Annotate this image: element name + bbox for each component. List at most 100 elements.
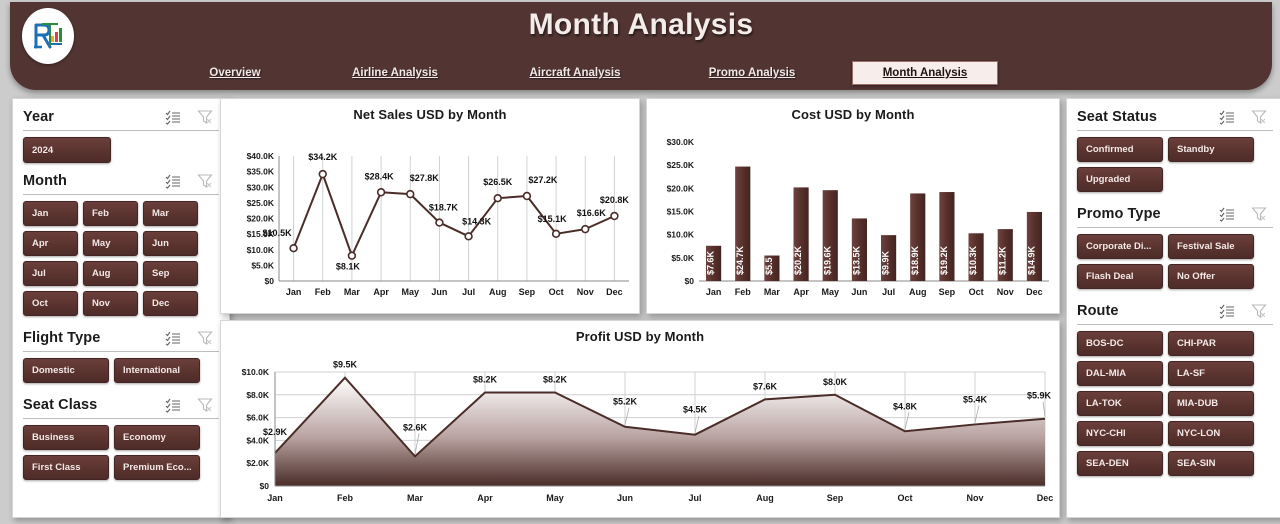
chip-seat-status-confirmed[interactable]: Confirmed (1077, 137, 1163, 162)
clear-filter-icon[interactable] (197, 397, 213, 413)
svg-text:$18.9K: $18.9K (910, 245, 920, 275)
svg-text:$18.7K: $18.7K (429, 203, 459, 213)
clear-filter-icon[interactable] (197, 330, 213, 346)
chip-route-nyc-lon[interactable]: NYC-LON (1168, 421, 1254, 446)
chip-route-bos-dc[interactable]: BOS-DC (1077, 331, 1163, 356)
svg-text:Aug: Aug (756, 493, 774, 503)
page-title: Month Analysis (528, 8, 754, 41)
chip-route-la-tok[interactable]: LA-TOK (1077, 391, 1163, 416)
chip-flight-type-domestic[interactable]: Domestic (23, 358, 109, 383)
nav-month-analysis[interactable]: Month Analysis (852, 61, 998, 85)
nav-airline-analysis[interactable]: Airline Analysis (352, 67, 438, 79)
chip-month-oct[interactable]: Oct (23, 291, 78, 316)
chip-promo-type-no-offer[interactable]: No Offer (1168, 264, 1254, 289)
cost-chart-svg[interactable]: $0 $5.0K $10.0K $15.0K $20.0K $25.0K $30.0K $7.… (647, 122, 1059, 307)
chip-promo-type-flash-deal[interactable]: Flash Deal (1077, 264, 1163, 289)
chip-month-nov[interactable]: Nov (83, 291, 138, 316)
chip-month-apr[interactable]: Apr (23, 231, 78, 256)
chip-seat-class-premium-economy[interactable]: Premium Eco... (114, 455, 200, 480)
svg-text:$2.9K: $2.9K (263, 427, 288, 437)
slicer-title-route: Route (1077, 303, 1119, 319)
slicer-chips-seat-class: Business Economy First Class Premium Eco… (23, 425, 219, 480)
chip-route-la-sf[interactable]: LA-SF (1168, 361, 1254, 386)
slicer-header-flight-type: Flight Type (23, 316, 219, 346)
multi-select-icon[interactable] (165, 397, 181, 413)
svg-text:$8.2K: $8.2K (543, 375, 568, 385)
chip-promo-type-festival-sale[interactable]: Festival Sale (1168, 234, 1254, 259)
divider (1077, 130, 1273, 131)
chip-month-mar[interactable]: Mar (143, 201, 198, 226)
svg-text:$5.5: $5.5 (764, 257, 774, 275)
svg-text:$5.2K: $5.2K (613, 397, 638, 407)
slicer-title-seat-status: Seat Status (1077, 109, 1158, 125)
slicer-header-month: Month (23, 163, 219, 189)
chip-route-sea-sin[interactable]: SEA-SIN (1168, 451, 1254, 476)
svg-text:$5.9K: $5.9K (1027, 391, 1052, 401)
multi-select-icon[interactable] (165, 173, 181, 189)
svg-text:$4.0K: $4.0K (246, 435, 270, 445)
svg-text:Feb: Feb (315, 287, 332, 297)
chip-seat-class-business[interactable]: Business (23, 425, 109, 450)
chip-seat-class-economy[interactable]: Economy (114, 425, 200, 450)
chip-route-nyc-chi[interactable]: NYC-CHI (1077, 421, 1163, 446)
multi-select-icon[interactable] (165, 330, 181, 346)
chip-year-2024[interactable]: 2024 (23, 137, 111, 163)
slicer-icons-seat-class (165, 397, 219, 413)
chip-route-sea-den[interactable]: SEA-DEN (1077, 451, 1163, 476)
chip-month-jun[interactable]: Jun (143, 231, 198, 256)
divider (1077, 227, 1273, 228)
svg-text:$20.0K: $20.0K (247, 214, 275, 224)
divider (23, 194, 219, 195)
svg-text:$30.0K: $30.0K (247, 182, 275, 192)
chip-month-dec[interactable]: Dec (143, 291, 198, 316)
svg-text:$28.4K: $28.4K (365, 171, 395, 181)
chip-month-sep[interactable]: Sep (143, 261, 198, 286)
svg-text:$25.0K: $25.0K (247, 198, 275, 208)
chip-seat-class-first-class[interactable]: First Class (23, 455, 109, 480)
clear-filter-icon[interactable] (1251, 109, 1267, 125)
chip-month-jul[interactable]: Jul (23, 261, 78, 286)
svg-text:$19.2K: $19.2K (939, 245, 949, 275)
slicer-chips-month: Jan Feb Mar Apr May Jun Jul Aug Sep Oct … (23, 201, 219, 316)
chip-month-feb[interactable]: Feb (83, 201, 138, 226)
svg-text:$25.0K: $25.0K (667, 160, 695, 170)
chip-month-jan[interactable]: Jan (23, 201, 78, 226)
chip-seat-status-upgraded[interactable]: Upgraded (1077, 167, 1163, 192)
multi-select-icon[interactable] (165, 109, 181, 125)
clear-filter-icon[interactable] (1251, 303, 1267, 319)
multi-select-icon[interactable] (1219, 109, 1235, 125)
nav-overview[interactable]: Overview (209, 67, 261, 79)
svg-text:$4.5K: $4.5K (683, 405, 708, 415)
nav-promo-analysis[interactable]: Promo Analysis (708, 67, 796, 79)
multi-select-icon[interactable] (1219, 206, 1235, 222)
svg-text:$8.2K: $8.2K (473, 375, 498, 385)
svg-text:$20.0K: $20.0K (667, 183, 695, 193)
svg-text:$40.0K: $40.0K (247, 151, 275, 161)
multi-select-icon[interactable] (1219, 303, 1235, 319)
chip-month-may[interactable]: May (83, 231, 138, 256)
chip-route-mia-dub[interactable]: MIA-DUB (1168, 391, 1254, 416)
net-sales-chart-panel: Net Sales USD by Month $0 $5.0K $10.0K $15.… (220, 98, 640, 314)
chip-flight-type-international[interactable]: International (114, 358, 200, 383)
clear-filter-icon[interactable] (197, 109, 213, 125)
svg-text:Jan: Jan (286, 287, 302, 297)
slicer-icons-year (165, 109, 219, 125)
chip-seat-status-standby[interactable]: Standby (1168, 137, 1254, 162)
profit-chart-svg[interactable]: $0 $2.0K $4.0K $6.0K $8.0K $10.0K $2.9K $9.5K $2… (221, 344, 1059, 512)
clear-filter-icon[interactable] (197, 173, 213, 189)
slicer-chips-route: BOS-DC CHI-PAR DAL-MIA LA-SF LA-TOK MIA-… (1077, 331, 1273, 476)
chip-promo-type-corporate-discount[interactable]: Corporate Di... (1077, 234, 1163, 259)
chip-route-dal-mia[interactable]: DAL-MIA (1077, 361, 1163, 386)
svg-text:Jul: Jul (462, 287, 475, 297)
svg-text:$27.8K: $27.8K (410, 173, 440, 183)
clear-filter-icon[interactable] (1251, 206, 1267, 222)
svg-text:Jun: Jun (617, 493, 633, 503)
nav-aircraft-analysis[interactable]: Aircraft Analysis (529, 67, 621, 79)
net-sales-chart-svg[interactable]: $0 $5.0K $10.0K $15.0K $20.0K $25.0K $30.0K $35… (221, 122, 639, 307)
svg-text:$20.8K: $20.8K (600, 195, 630, 205)
chip-month-aug[interactable]: Aug (83, 261, 138, 286)
svg-text:$10.0K: $10.0K (242, 367, 270, 377)
chip-route-chi-par[interactable]: CHI-PAR (1168, 331, 1254, 356)
svg-text:Apr: Apr (373, 287, 389, 297)
svg-text:Sep: Sep (939, 287, 956, 297)
